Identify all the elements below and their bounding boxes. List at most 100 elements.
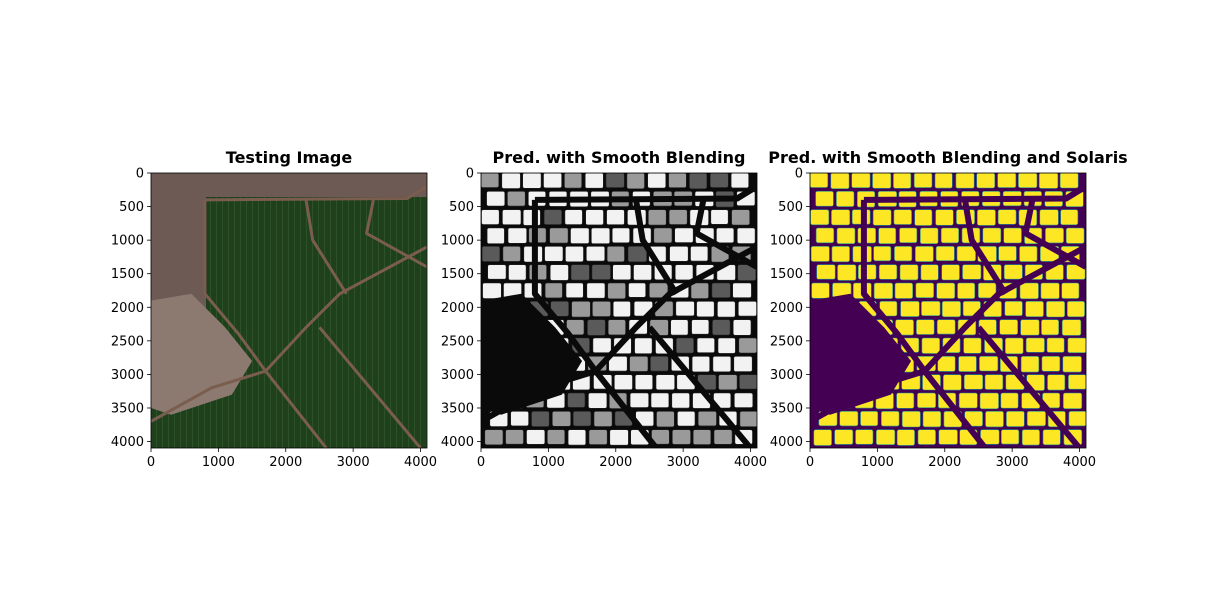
parcel <box>934 173 953 189</box>
parcel <box>1018 173 1038 188</box>
parcel <box>629 392 649 408</box>
parcel <box>880 410 900 427</box>
x-tick-label: 0 <box>147 455 155 470</box>
parcel <box>958 392 978 409</box>
x-tick-label: 0 <box>806 455 814 470</box>
parcel <box>717 337 736 354</box>
parcel <box>628 282 647 298</box>
parcel <box>732 319 752 336</box>
parcel <box>650 392 670 408</box>
parcel <box>935 209 954 226</box>
y-tick-label: 0 <box>466 167 474 182</box>
parcel <box>522 173 542 189</box>
parcel <box>586 282 606 299</box>
y-tick-label: 500 <box>778 200 803 215</box>
parcel <box>671 429 691 445</box>
parcel <box>984 374 1004 390</box>
parcel <box>565 246 584 263</box>
parcel <box>629 355 649 372</box>
parcel <box>609 429 629 446</box>
parcel <box>873 246 892 262</box>
parcel <box>607 319 626 336</box>
parcel <box>546 429 566 445</box>
road <box>365 199 427 269</box>
parcel <box>481 173 500 188</box>
parcel <box>936 319 956 335</box>
parcel <box>634 337 653 354</box>
parcel <box>914 209 933 226</box>
road <box>534 183 757 203</box>
parcel <box>915 282 934 298</box>
parcel <box>526 429 546 445</box>
parcel <box>605 173 625 188</box>
y-tick-label: 3500 <box>111 401 144 416</box>
parcel <box>810 246 830 262</box>
parcel <box>713 429 733 445</box>
parcel <box>940 227 960 244</box>
parcel <box>484 429 504 446</box>
road <box>264 370 328 448</box>
y-tick-label: 3500 <box>441 401 474 416</box>
parcel <box>591 264 611 280</box>
y-tick-label: 1000 <box>111 234 144 249</box>
parcel <box>1025 300 1044 317</box>
road <box>593 369 659 448</box>
panels: 0 1000 2000 3000 400005001000150020002500300… <box>111 167 1096 471</box>
parcel <box>813 429 832 446</box>
road <box>1022 199 1086 270</box>
y-tick-label: 2500 <box>770 334 803 349</box>
parcel <box>544 282 563 299</box>
parcel <box>570 264 590 281</box>
parcel <box>900 300 920 317</box>
parcel <box>1059 173 1079 189</box>
x-tick-label: 2000 <box>269 455 302 470</box>
parcel <box>1047 374 1066 391</box>
parcel <box>962 264 982 280</box>
parcel <box>1067 300 1085 318</box>
parcel <box>955 173 975 189</box>
parcel <box>647 209 667 226</box>
parcel <box>1041 355 1061 372</box>
parcel <box>648 282 669 298</box>
parcel <box>717 300 736 318</box>
parcel <box>1062 355 1082 373</box>
parcel <box>810 173 829 188</box>
parcel <box>1046 300 1066 318</box>
parcel <box>1065 227 1085 244</box>
parcel <box>675 337 694 354</box>
parcel <box>815 227 835 244</box>
parcel <box>1021 429 1040 446</box>
y-tick-label: 4000 <box>441 435 474 450</box>
road <box>863 183 1086 203</box>
parcel <box>1039 209 1059 226</box>
x-tick-label: 3000 <box>667 455 700 470</box>
parcel <box>894 282 914 299</box>
parcel <box>633 264 652 281</box>
parcel <box>593 410 613 427</box>
parcel <box>816 264 836 280</box>
y-tick-label: 1500 <box>441 267 474 282</box>
parcel <box>1061 282 1080 299</box>
parcel <box>1068 374 1086 390</box>
parcel <box>985 410 1004 428</box>
parcel <box>730 173 749 189</box>
parcel <box>487 264 507 280</box>
parcel <box>737 300 757 317</box>
y-tick-label: 2000 <box>441 301 474 316</box>
parcel <box>937 355 956 372</box>
parcel <box>913 173 933 188</box>
parcel <box>872 209 892 226</box>
parcel <box>914 246 934 262</box>
parcel <box>588 392 608 409</box>
y-tick-label: 0 <box>136 167 144 182</box>
parcel <box>716 227 735 244</box>
parcel <box>689 173 708 190</box>
y-tick-label: 4000 <box>111 435 144 450</box>
y-tick-label: 500 <box>119 200 144 215</box>
parcel <box>901 410 921 428</box>
parcel <box>691 319 710 335</box>
x-tick-label: 2000 <box>599 455 632 470</box>
parcel <box>1061 319 1082 336</box>
parcel <box>1006 410 1025 427</box>
parcel <box>982 227 1002 244</box>
